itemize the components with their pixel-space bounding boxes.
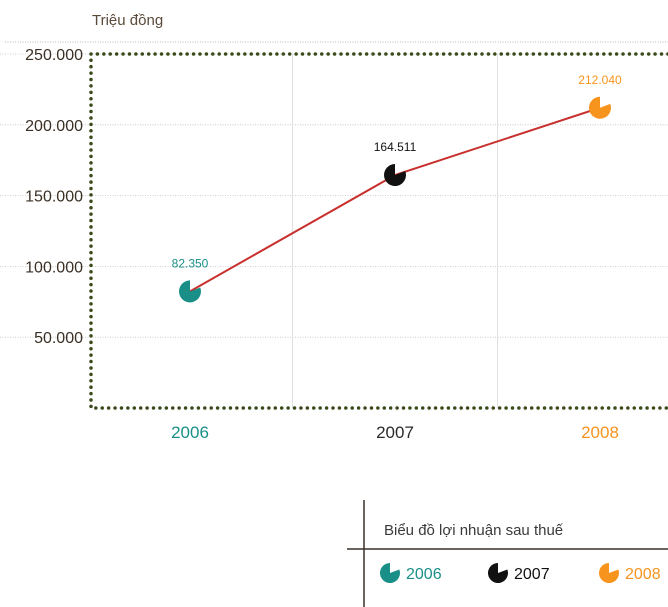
x-axis-ticks: 2006 2007 2008 xyxy=(171,423,619,442)
data-labels: 82.350 164.511 212.040 xyxy=(172,73,622,271)
x-tick-label: 2007 xyxy=(376,423,414,442)
series-profit xyxy=(189,106,601,293)
grid-lines xyxy=(0,53,668,408)
data-label: 82.350 xyxy=(172,256,209,270)
legend-entry-label: 2008 xyxy=(625,566,661,583)
legend-entry-label: 2007 xyxy=(514,566,550,583)
legend-entry-label: 2006 xyxy=(406,566,442,583)
series-line xyxy=(189,106,601,293)
legend-marker xyxy=(379,563,400,583)
unit-label: Triệu đồng xyxy=(92,12,163,29)
data-point xyxy=(179,280,201,303)
plot-border xyxy=(89,52,668,410)
legend-title: Biểu đồ lợi nhuận sau thuế xyxy=(384,522,564,539)
data-label: 212.040 xyxy=(578,73,622,87)
legend-entries: 2006 2007 2008 xyxy=(379,563,661,583)
y-tick-label: 100.000 xyxy=(25,259,83,276)
data-label: 164.511 xyxy=(374,140,417,154)
y-tick-label: 250.000 xyxy=(25,47,83,64)
data-points xyxy=(179,96,611,303)
y-tick-label: 200.000 xyxy=(25,118,83,135)
legend-marker xyxy=(598,563,619,583)
legend-marker xyxy=(487,563,508,583)
y-tick-label: 150.000 xyxy=(25,189,83,206)
x-tick-label: 2008 xyxy=(581,423,619,442)
y-tick-label: 50.000 xyxy=(34,330,83,347)
x-tick-label: 2006 xyxy=(171,423,209,442)
data-point xyxy=(588,96,611,119)
data-point xyxy=(384,164,407,187)
legend: Biểu đồ lợi nhuận sau thuế 2006 2007 2008 xyxy=(347,500,668,607)
y-axis-ticks: 50.000 100.000 150.000 200.000 250.000 xyxy=(25,47,83,347)
